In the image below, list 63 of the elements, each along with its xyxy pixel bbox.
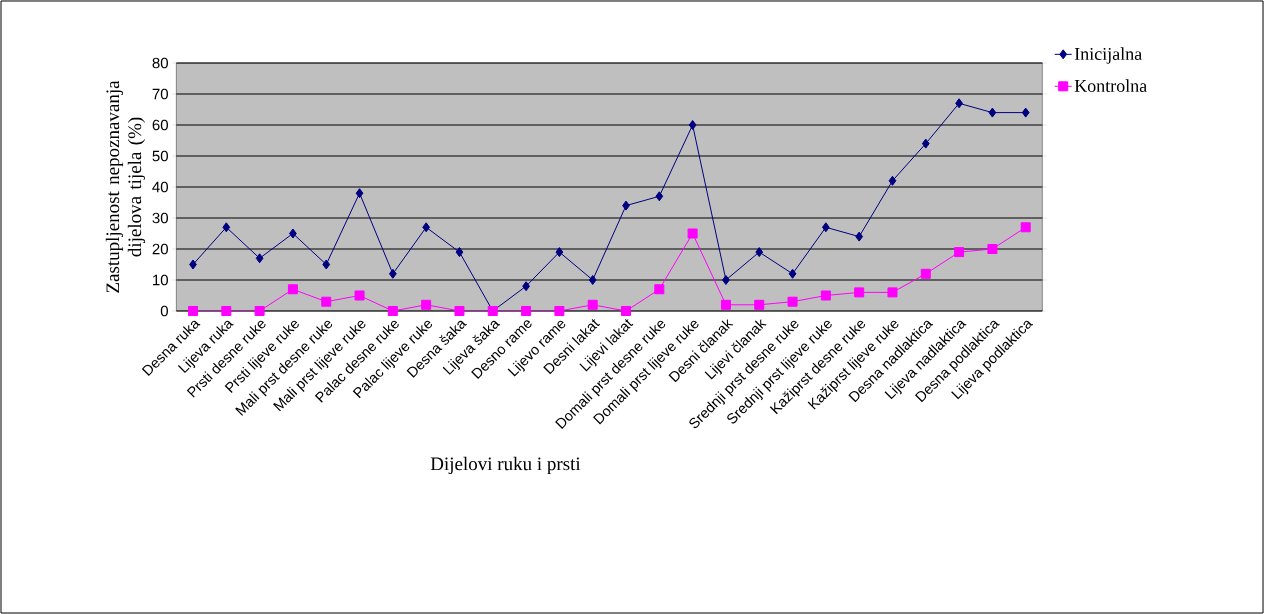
point xyxy=(654,284,665,295)
point xyxy=(321,296,332,307)
point xyxy=(754,299,765,310)
legend-label: Inicijalna xyxy=(1074,47,1142,64)
point xyxy=(521,306,532,316)
point xyxy=(954,247,965,258)
y-tick-label: 50 xyxy=(152,150,168,162)
x-axis-title: Dijelovi ruku i prsti xyxy=(430,456,581,475)
y-tick-label: 70 xyxy=(152,88,168,100)
point xyxy=(388,268,397,279)
point xyxy=(820,290,831,301)
point xyxy=(755,247,764,258)
point xyxy=(189,259,197,270)
point xyxy=(588,275,597,285)
point xyxy=(888,175,897,186)
point xyxy=(387,306,398,316)
point xyxy=(254,306,265,316)
point xyxy=(221,306,232,316)
point xyxy=(554,306,565,316)
point xyxy=(688,120,697,130)
point xyxy=(322,259,331,270)
point xyxy=(587,299,598,310)
y-tick-label: 60 xyxy=(152,119,168,131)
point xyxy=(821,222,830,233)
point xyxy=(422,222,431,233)
point xyxy=(355,188,364,199)
point xyxy=(720,299,731,310)
point xyxy=(687,228,698,239)
point xyxy=(522,281,530,292)
point xyxy=(555,247,564,258)
point xyxy=(855,231,864,242)
point xyxy=(722,275,730,285)
point xyxy=(854,287,865,298)
point xyxy=(987,244,998,254)
point xyxy=(920,268,931,279)
point xyxy=(455,247,464,258)
point xyxy=(188,306,198,316)
point xyxy=(988,107,997,118)
point xyxy=(287,284,298,295)
point xyxy=(1021,107,1030,118)
legend-label: Kontrolna xyxy=(1074,79,1147,92)
point xyxy=(887,287,898,298)
point xyxy=(354,290,365,301)
y-tick-label: 0 xyxy=(160,305,168,317)
point xyxy=(788,268,797,279)
point xyxy=(255,253,264,264)
y-tick-label: 80 xyxy=(152,57,168,69)
point xyxy=(454,306,465,316)
point xyxy=(621,306,632,316)
point xyxy=(1020,222,1031,233)
point xyxy=(289,228,297,239)
y-tick-label: 10 xyxy=(153,274,168,286)
y-tick-label: 30 xyxy=(152,212,168,224)
y-tick-label: 20 xyxy=(152,243,168,255)
point xyxy=(787,296,798,307)
point xyxy=(421,299,432,310)
point xyxy=(222,222,231,233)
point xyxy=(622,200,630,211)
point xyxy=(655,191,664,202)
point xyxy=(955,98,963,109)
point xyxy=(921,138,930,149)
y-axis-title: Zastupljenost nepoznavanja dijelova tijela (%) xyxy=(105,80,146,293)
y-tick-label: 40 xyxy=(152,181,168,193)
